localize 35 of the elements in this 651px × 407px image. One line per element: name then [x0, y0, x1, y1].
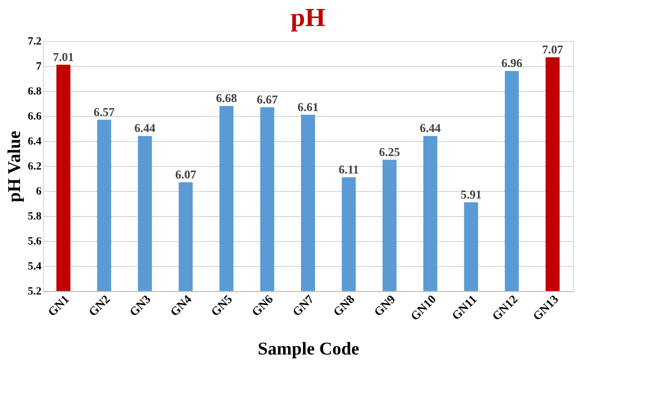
x-tick-label: GN1	[45, 292, 72, 319]
x-tick-label: GN9	[371, 292, 398, 319]
data-label: 6.11	[338, 162, 359, 176]
y-tick-label: 7.2	[28, 36, 42, 48]
x-axis-title: Sample Code	[258, 338, 360, 358]
x-tick-label: GN5	[208, 292, 235, 319]
y-tick-label: 6.4	[28, 136, 42, 148]
x-tick-label: GN3	[126, 292, 154, 319]
data-label: 6.67	[256, 92, 278, 106]
y-tick-label: 5.6	[28, 236, 42, 248]
y-tick-label: 5.8	[28, 210, 42, 222]
data-label: 6.44	[134, 121, 156, 135]
data-label: 5.91	[460, 187, 482, 202]
data-label: 6.68	[216, 91, 237, 105]
y-tick-label: 6.8	[28, 86, 42, 98]
data-label: 6.44	[420, 121, 441, 135]
data-label: 6.07	[175, 167, 196, 182]
y-tick-label: 7	[36, 60, 42, 72]
data-label: 7.01	[52, 50, 74, 64]
data-label: 6.96	[501, 56, 522, 70]
data-label: 7.07	[542, 42, 564, 56]
y-axis-title: pH Value	[4, 130, 24, 202]
data-label: 6.57	[94, 104, 115, 119]
x-tick-label: GN4	[167, 292, 194, 319]
x-tick-label: GN8	[330, 292, 358, 319]
x-tick-label: GN2	[86, 292, 113, 319]
data-label: 6.25	[379, 144, 400, 159]
y-tick-label: 6.2	[28, 160, 42, 172]
y-tick-label: 5.2	[28, 286, 42, 298]
data-label: 6.61	[298, 100, 318, 114]
chart-title: pH	[290, 3, 326, 32]
y-tick-label: 5.4	[28, 260, 42, 272]
y-tick-label: 6.6	[28, 110, 42, 122]
x-tick-label: GN6	[248, 292, 276, 319]
y-tick-label: 6	[36, 186, 42, 198]
